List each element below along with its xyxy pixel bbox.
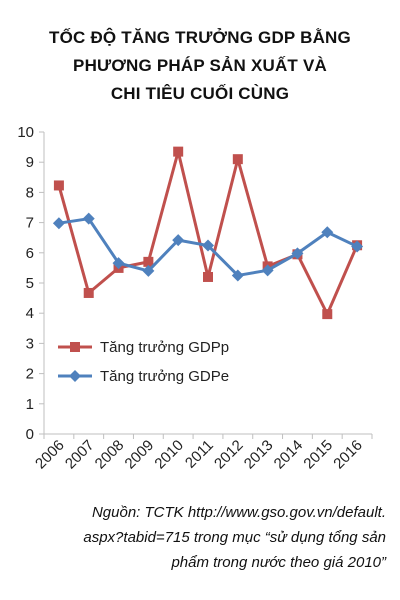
data-point <box>53 180 64 191</box>
legend-label: Tăng trưởng GDPe <box>100 368 229 385</box>
source-line-2: aspx?tabid=715 trong mục “sử dụng tổng s… <box>83 529 386 546</box>
data-point <box>291 247 304 260</box>
y-tick-label: 9 <box>26 154 34 171</box>
x-tick-label: 2007 <box>62 437 98 473</box>
x-tick-label: 2014 <box>271 437 307 473</box>
source-line-1: Nguồn: TCTK http://www.gso.gov.vn/defaul… <box>91 504 386 521</box>
data-point <box>261 264 274 277</box>
x-tick-label: 2009 <box>122 437 158 473</box>
series-2 <box>52 212 364 282</box>
data-point <box>112 257 125 270</box>
data-point <box>202 239 214 252</box>
data-point <box>83 287 94 298</box>
y-axis-ticks: 0 1 2 3 4 5 6 7 8 9 10 <box>17 124 44 443</box>
y-tick-label: 2 <box>26 366 34 383</box>
chart-legend: Tăng trưởng GDPp Tăng trưởng GDPe <box>58 339 229 385</box>
legend-label: Tăng trưởng GDPp <box>100 339 229 356</box>
data-point <box>82 212 95 225</box>
legend-marker <box>69 370 81 382</box>
chart-title-line-3: CHI TIÊU CUỐI CÙNG <box>110 84 290 103</box>
legend-item: Tăng trưởng GDPp <box>58 339 229 356</box>
x-tick-label: 2006 <box>32 437 68 473</box>
data-point <box>351 240 364 253</box>
x-tick-label: 2012 <box>211 437 247 473</box>
data-point <box>203 271 213 282</box>
x-tick-label: 2013 <box>241 437 277 473</box>
y-tick-label: 6 <box>26 245 34 262</box>
chart-title: TỐC ĐỘ TĂNG TRƯỞNG GDP BẰNG PHƯƠNG PHÁP … <box>0 24 400 108</box>
data-point <box>52 217 65 230</box>
y-tick-label: 5 <box>26 275 34 292</box>
chart-axes <box>43 132 372 435</box>
x-tick-label: 2015 <box>300 437 336 473</box>
x-tick-label: 2010 <box>151 437 187 473</box>
y-tick-label: 7 <box>26 215 34 232</box>
data-point <box>173 146 184 157</box>
source-line-3: phẩm trong nước theo giá 2010” <box>171 554 386 571</box>
data-point <box>142 264 155 277</box>
y-tick-label: 1 <box>26 396 34 413</box>
data-point <box>322 309 333 320</box>
y-tick-label: 8 <box>26 184 34 201</box>
series-1 <box>53 146 363 320</box>
legend-item: Tăng trưởng GDPe <box>58 368 229 385</box>
legend-marker <box>70 342 80 352</box>
x-tick-label: 2016 <box>330 437 366 473</box>
data-point <box>232 154 243 165</box>
y-tick-label: 3 <box>26 335 34 352</box>
data-point <box>172 234 185 247</box>
data-point <box>231 269 244 282</box>
x-tick-label: 2008 <box>92 437 128 473</box>
y-tick-label: 10 <box>17 124 34 141</box>
x-tick-label: 2011 <box>182 437 217 472</box>
chart-title-line-2: PHƯƠNG PHÁP SẢN XUẤT VÀ <box>73 56 327 75</box>
chart-title-line-1: TỐC ĐỘ TĂNG TRƯỞNG GDP BẰNG <box>49 28 351 47</box>
series-line <box>57 150 359 316</box>
y-tick-label: 4 <box>26 305 34 322</box>
y-tick-label: 0 <box>26 426 34 443</box>
data-point <box>321 226 334 239</box>
chart-series <box>52 146 364 320</box>
data-point <box>143 256 154 267</box>
x-axis-ticks: 2006200720082009201020112012201320142015… <box>32 434 373 473</box>
source-note: Nguồn: TCTK http://www.gso.gov.vn/defaul… <box>6 500 386 575</box>
